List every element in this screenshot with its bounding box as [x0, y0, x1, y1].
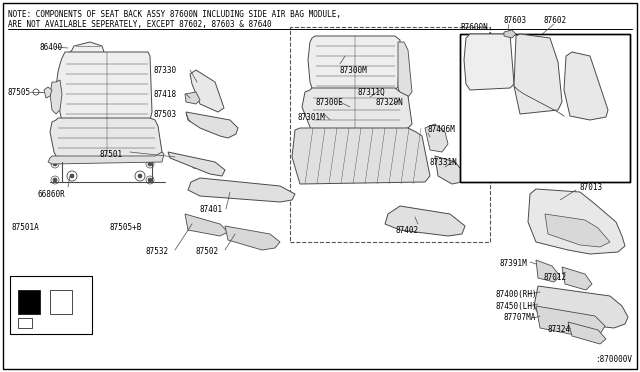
- Circle shape: [547, 211, 549, 213]
- Text: 87300E: 87300E: [582, 138, 610, 147]
- Text: 87400(RH): 87400(RH): [495, 289, 536, 298]
- Bar: [460, 34, 630, 182]
- Text: 87300E: 87300E: [316, 97, 344, 106]
- Text: 87505+B: 87505+B: [110, 222, 142, 231]
- Circle shape: [189, 96, 193, 100]
- Polygon shape: [534, 286, 628, 328]
- Polygon shape: [536, 260, 560, 282]
- Bar: [10, 276, 92, 334]
- Text: :870000V: :870000V: [595, 356, 632, 365]
- Polygon shape: [50, 118, 162, 160]
- Circle shape: [70, 174, 74, 178]
- Text: B7600N: B7600N: [460, 22, 488, 32]
- Polygon shape: [190, 70, 224, 112]
- Text: 87640: 87640: [588, 38, 611, 46]
- Text: 87603: 87603: [504, 16, 527, 25]
- Text: 87320N: 87320N: [376, 97, 404, 106]
- Text: 87503: 87503: [153, 109, 176, 119]
- Text: 87532: 87532: [145, 247, 168, 257]
- Text: 87330: 87330: [153, 65, 176, 74]
- Bar: [460, 34, 630, 182]
- Text: 87401: 87401: [200, 205, 223, 214]
- Bar: [290, 27, 490, 242]
- Text: 87418: 87418: [153, 90, 176, 99]
- Circle shape: [148, 178, 152, 182]
- Text: 87391M: 87391M: [500, 260, 528, 269]
- Text: ARE NOT AVAILABLE SEPERATELY, EXCEPT 87602, 87603 & 87640: ARE NOT AVAILABLE SEPERATELY, EXCEPT 876…: [8, 19, 271, 29]
- Text: 86400: 86400: [40, 42, 63, 51]
- Circle shape: [394, 142, 397, 145]
- Text: 87402: 87402: [395, 225, 418, 234]
- Polygon shape: [186, 112, 238, 138]
- Circle shape: [596, 231, 599, 233]
- Circle shape: [148, 162, 152, 166]
- Polygon shape: [50, 80, 62, 114]
- Text: 87501: 87501: [100, 150, 123, 158]
- Text: 87406M: 87406M: [428, 125, 456, 134]
- Circle shape: [358, 141, 362, 144]
- Polygon shape: [185, 92, 200, 104]
- Polygon shape: [302, 88, 412, 132]
- Polygon shape: [568, 322, 606, 344]
- Polygon shape: [564, 52, 608, 120]
- Text: 87450(LH): 87450(LH): [495, 301, 536, 311]
- Circle shape: [53, 162, 57, 166]
- Text: 87602: 87602: [544, 16, 567, 25]
- Circle shape: [581, 221, 583, 223]
- Polygon shape: [188, 178, 295, 202]
- Circle shape: [609, 241, 611, 243]
- Polygon shape: [536, 306, 605, 337]
- Circle shape: [358, 173, 362, 176]
- Polygon shape: [48, 152, 164, 164]
- Text: 87013: 87013: [580, 183, 603, 192]
- Polygon shape: [225, 226, 280, 250]
- Polygon shape: [385, 206, 465, 236]
- Circle shape: [138, 174, 142, 178]
- Text: 87300M: 87300M: [340, 65, 368, 74]
- Text: 87502: 87502: [195, 247, 218, 257]
- Polygon shape: [464, 34, 514, 90]
- Text: 87301M: 87301M: [298, 112, 326, 122]
- Circle shape: [53, 178, 57, 182]
- Polygon shape: [435, 156, 465, 184]
- Text: 87324: 87324: [548, 326, 571, 334]
- Bar: [18, 318, 32, 328]
- Polygon shape: [68, 42, 104, 62]
- Polygon shape: [425, 124, 448, 152]
- Circle shape: [564, 216, 566, 218]
- Polygon shape: [308, 36, 400, 94]
- Circle shape: [319, 173, 321, 176]
- Polygon shape: [292, 128, 430, 184]
- Polygon shape: [44, 87, 52, 98]
- Polygon shape: [545, 214, 610, 247]
- Text: NOTE: COMPONENTS OF SEAT BACK ASSY 87600N INCLUDING SIDE AIR BAG MODULE,: NOTE: COMPONENTS OF SEAT BACK ASSY 87600…: [8, 10, 341, 19]
- Polygon shape: [168, 152, 225, 176]
- Polygon shape: [398, 42, 412, 97]
- Bar: [50, 290, 72, 314]
- Polygon shape: [504, 30, 516, 38]
- Text: 87311Q: 87311Q: [358, 87, 386, 96]
- Text: 87501A: 87501A: [12, 222, 40, 231]
- Polygon shape: [528, 189, 625, 254]
- Polygon shape: [514, 34, 562, 114]
- Text: 66860R: 66860R: [38, 189, 66, 199]
- Text: 87012: 87012: [543, 273, 566, 282]
- Text: 87505: 87505: [8, 87, 31, 96]
- Polygon shape: [185, 214, 228, 236]
- Text: 87331N: 87331N: [430, 157, 458, 167]
- Text: 87707MA: 87707MA: [503, 314, 536, 323]
- Polygon shape: [56, 52, 152, 124]
- Bar: [18, 290, 40, 314]
- Polygon shape: [562, 267, 592, 290]
- Circle shape: [319, 144, 321, 148]
